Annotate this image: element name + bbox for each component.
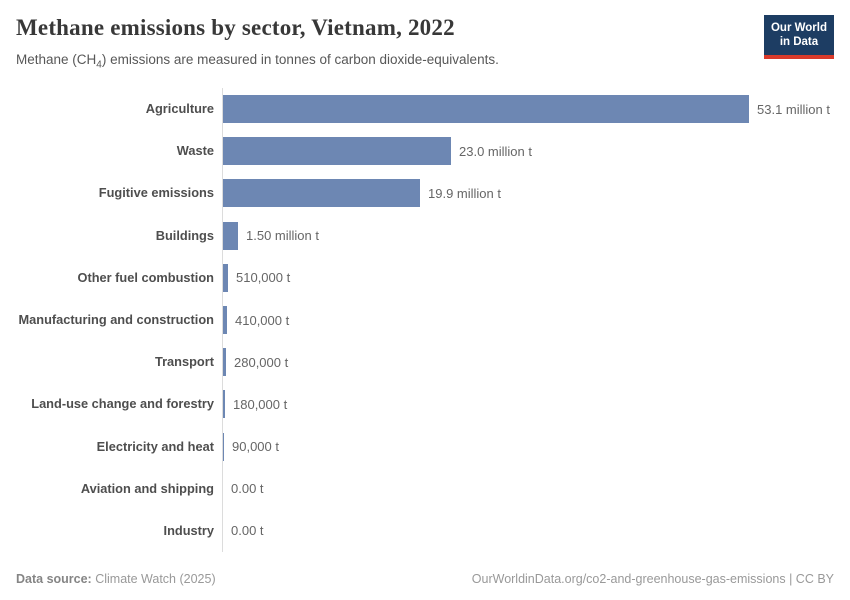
value-label: 0.00 t bbox=[231, 523, 264, 539]
row-plot-area: 180,000 t bbox=[222, 383, 834, 426]
chart-row: Agriculture 53.1 million t bbox=[16, 88, 834, 131]
chart-row: Fugitive emissions 19.9 million t bbox=[16, 172, 834, 215]
value-label: 410,000 t bbox=[235, 312, 290, 328]
category-label: Manufacturing and construction bbox=[18, 312, 214, 327]
chart-row: Transport 280,000 t bbox=[16, 341, 834, 384]
bar[interactable] bbox=[223, 263, 228, 292]
bar[interactable] bbox=[223, 348, 226, 377]
owid-logo: Our World in Data bbox=[763, 15, 834, 59]
row-plot-area: 90,000 t bbox=[222, 425, 834, 468]
category-label: Aviation and shipping bbox=[80, 480, 214, 496]
bar[interactable] bbox=[223, 95, 749, 124]
chart-row: Land-use change and forestry 180,000 t bbox=[16, 383, 834, 426]
bar[interactable] bbox=[223, 221, 238, 250]
chart-row: Industry 0.00 t bbox=[16, 509, 834, 553]
value-label: 180,000 t bbox=[233, 396, 288, 412]
value-label: 90,000 t bbox=[232, 439, 279, 455]
value-label: 23.0 million t bbox=[459, 143, 532, 159]
data-source-label: Data source: bbox=[16, 572, 92, 586]
category-label: Waste bbox=[176, 143, 214, 159]
chart-row: Buildings 1.50 million t bbox=[16, 214, 834, 257]
subtitle-text-suffix: ) emissions are measured in tonnes of ca… bbox=[101, 52, 499, 67]
title-block: Methane emissions by sector, Vietnam, 20… bbox=[16, 14, 499, 71]
chart-row: Waste 23.0 million t bbox=[16, 130, 834, 173]
chart-header: Methane emissions by sector, Vietnam, 20… bbox=[0, 0, 850, 71]
bar[interactable] bbox=[223, 390, 225, 419]
category-label: Buildings bbox=[155, 227, 214, 243]
row-plot-area: 510,000 t bbox=[222, 256, 834, 299]
bar[interactable] bbox=[223, 432, 224, 461]
row-plot-area: 410,000 t bbox=[222, 298, 834, 342]
bar[interactable] bbox=[223, 179, 420, 208]
bar-chart: Agriculture 53.1 million t Waste 23.0 mi… bbox=[0, 88, 850, 558]
category-label: Transport bbox=[154, 354, 214, 370]
value-label: 53.1 million t bbox=[757, 101, 830, 117]
value-label: 0.00 t bbox=[231, 481, 264, 497]
data-source-value: Climate Watch (2025) bbox=[91, 572, 216, 586]
logo-line2: in Data bbox=[779, 36, 819, 49]
data-source: Data source: Climate Watch (2025) bbox=[16, 572, 216, 586]
chart-row: Other fuel combustion 510,000 t bbox=[16, 256, 834, 299]
chart-row: Electricity and heat 90,000 t bbox=[16, 425, 834, 468]
logo-line1: Our World bbox=[770, 22, 827, 34]
category-label: Fugitive emissions bbox=[98, 185, 214, 201]
row-plot-area: 23.0 million t bbox=[222, 130, 834, 173]
row-plot-area: 280,000 t bbox=[222, 341, 834, 384]
chart-footer: Data source: Climate Watch (2025) OurWor… bbox=[0, 572, 850, 600]
chart-row: Aviation and shipping 0.00 t bbox=[16, 467, 834, 510]
row-plot-area: 19.9 million t bbox=[222, 172, 834, 215]
row-plot-area: 53.1 million t bbox=[222, 88, 834, 131]
subtitle-subscript: 4 bbox=[96, 59, 102, 71]
category-label: Land-use change and forestry bbox=[31, 396, 214, 412]
bar[interactable] bbox=[223, 306, 227, 335]
category-label: Other fuel combustion bbox=[77, 269, 214, 285]
row-plot-area: 0.00 t bbox=[222, 509, 834, 553]
page-title: Methane emissions by sector, Vietnam, 20… bbox=[16, 15, 455, 40]
footer-link[interactable]: OurWorldinData.org/co2-and-greenhouse-ga… bbox=[471, 572, 834, 586]
chart-row: Manufacturing and construction 410,000 t bbox=[16, 298, 834, 342]
row-plot-area: 0.00 t bbox=[222, 467, 834, 510]
value-label: 1.50 million t bbox=[246, 228, 319, 244]
category-label: Industry bbox=[163, 522, 214, 538]
row-plot-area: 1.50 million t bbox=[222, 214, 834, 257]
subtitle-text: Methane (CH bbox=[16, 52, 97, 67]
bar-chart-rows: Agriculture 53.1 million t Waste 23.0 mi… bbox=[16, 88, 834, 553]
category-label: Agriculture bbox=[145, 101, 214, 117]
value-label: 280,000 t bbox=[234, 354, 289, 370]
value-label: 19.9 million t bbox=[428, 185, 501, 201]
bar[interactable] bbox=[223, 137, 451, 166]
chart-subtitle: Methane (CH4) emissions are measured in … bbox=[16, 51, 499, 71]
category-label: Electricity and heat bbox=[96, 438, 214, 454]
value-label: 510,000 t bbox=[236, 270, 291, 286]
